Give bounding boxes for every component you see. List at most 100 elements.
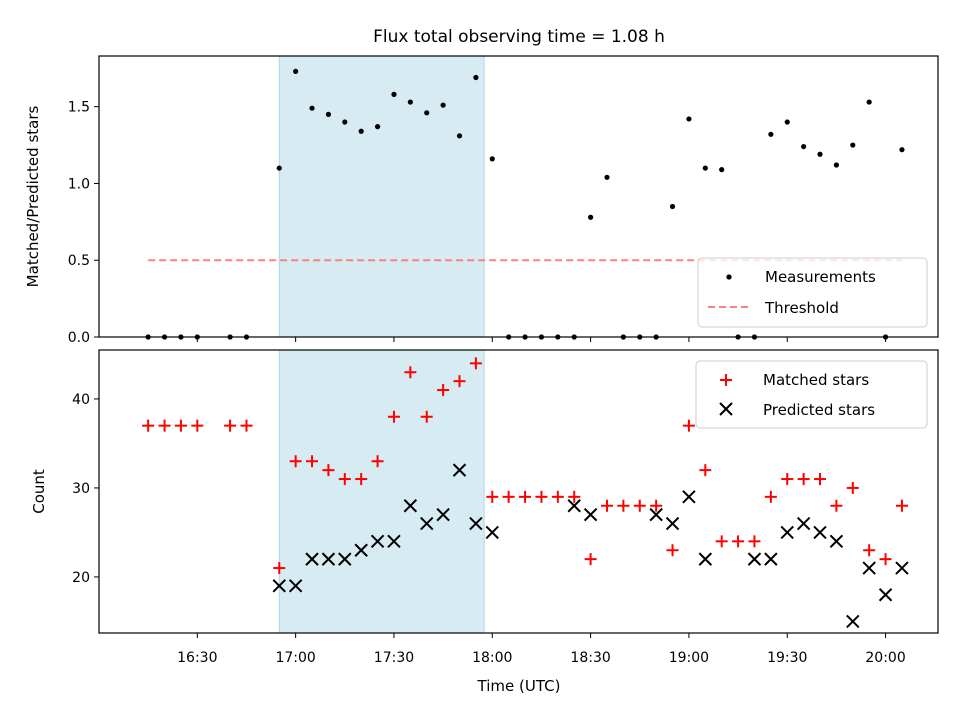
measurement-point bbox=[325, 111, 332, 117]
bottom-y-tick-label: 40 bbox=[72, 392, 90, 408]
matched-point bbox=[699, 464, 712, 477]
measurement-point bbox=[407, 99, 413, 105]
predicted-point bbox=[272, 579, 286, 593]
legend-label-predicted: Predicted stars bbox=[763, 401, 875, 419]
predicted-point bbox=[403, 499, 418, 513]
matched-point bbox=[469, 357, 482, 370]
bottom-legend: Matched stars Predicted stars bbox=[695, 360, 928, 429]
measurement-point bbox=[588, 214, 594, 220]
measurement-point bbox=[669, 203, 676, 210]
matched-point bbox=[486, 490, 499, 503]
bottom-panel: 20 30 40 16:30 17:00 17:30 18:00 18:30 19:00 19:… bbox=[30, 349, 939, 695]
matched-point bbox=[650, 499, 663, 512]
matched-point bbox=[568, 490, 581, 503]
predicted-point bbox=[436, 507, 450, 522]
predicted-point bbox=[895, 561, 909, 575]
matched-point bbox=[830, 499, 843, 512]
x-tick-label: 19:30 bbox=[767, 650, 807, 666]
predicted-point bbox=[420, 516, 434, 531]
matched-point bbox=[240, 419, 253, 432]
matched-point bbox=[797, 473, 810, 486]
measurement-point bbox=[850, 142, 856, 148]
predicted-point bbox=[321, 552, 336, 566]
matched-point bbox=[846, 481, 859, 494]
predicted-point bbox=[452, 463, 467, 477]
x-tick-label: 18:00 bbox=[472, 650, 512, 666]
bottom-axes-frame bbox=[98, 349, 939, 634]
predicted-point bbox=[878, 588, 893, 602]
predicted-point bbox=[305, 552, 319, 566]
predicted-point bbox=[288, 579, 303, 593]
matched-point bbox=[420, 410, 433, 423]
measurement-point bbox=[309, 105, 315, 111]
predicted-point bbox=[829, 534, 844, 549]
matched-point bbox=[633, 499, 646, 512]
matched-point bbox=[732, 535, 745, 548]
predicted-point bbox=[846, 614, 860, 629]
x-tick-label: 16:30 bbox=[177, 650, 217, 666]
top-panel: 0.0 0.5 1.0 1.5 Matched/Predicted stars Mea… bbox=[24, 55, 939, 346]
measurement-point bbox=[702, 165, 708, 171]
top-shaded-interval bbox=[278, 55, 485, 338]
bottom-y-axis-label: Count bbox=[30, 469, 48, 514]
top-legend-box bbox=[697, 257, 928, 328]
measurement-point bbox=[374, 124, 381, 130]
predicted-point bbox=[780, 525, 794, 540]
matched-point bbox=[764, 490, 777, 503]
predicted-point bbox=[764, 552, 778, 566]
matched-point bbox=[191, 419, 204, 432]
matched-point bbox=[289, 455, 302, 468]
matched-point bbox=[387, 410, 400, 423]
matched-point bbox=[666, 544, 679, 557]
measurement-point bbox=[489, 156, 495, 162]
measurement-point bbox=[440, 102, 446, 108]
legend-label-measurements: Measurements bbox=[765, 268, 876, 286]
matched-point bbox=[502, 490, 515, 503]
matched-point bbox=[142, 419, 155, 432]
matched-point bbox=[519, 490, 532, 503]
matched-point bbox=[584, 553, 597, 566]
predicted-point bbox=[583, 507, 598, 522]
x-tick-label: 18:30 bbox=[570, 650, 610, 666]
matched-point bbox=[551, 490, 564, 503]
bottom-y-axis: 20 30 40 bbox=[72, 392, 99, 586]
matched-point bbox=[371, 455, 384, 468]
matched-point bbox=[781, 473, 794, 486]
x-tick-label: 19:00 bbox=[669, 650, 709, 666]
chart-title: Flux total observing time = 1.08 h bbox=[373, 27, 665, 47]
predicted-point bbox=[813, 525, 827, 540]
matched-point bbox=[453, 375, 466, 388]
measurement-point bbox=[686, 116, 692, 122]
measurement-point bbox=[358, 128, 364, 134]
legend-marker-measurements bbox=[726, 274, 732, 280]
measurement-point bbox=[817, 151, 823, 157]
measurement-point bbox=[719, 167, 725, 173]
matched-point bbox=[814, 473, 827, 486]
predicted-point bbox=[567, 499, 581, 513]
top-x-ticks bbox=[196, 337, 887, 342]
legend-marker-predicted bbox=[719, 402, 733, 416]
matched-point bbox=[895, 499, 908, 512]
legend-marker-matched bbox=[720, 374, 732, 386]
predicted-point bbox=[698, 552, 713, 566]
measurement-point bbox=[456, 133, 463, 139]
legend-label-matched: Matched stars bbox=[763, 371, 869, 389]
matched-point bbox=[404, 366, 417, 379]
measurement-point bbox=[784, 119, 790, 125]
measurement-point bbox=[604, 174, 610, 180]
predicted-point bbox=[862, 561, 876, 575]
predicted-point bbox=[338, 552, 352, 566]
matched-point bbox=[715, 535, 728, 548]
matched-point bbox=[224, 419, 237, 432]
matched-point bbox=[338, 473, 351, 486]
matched-point bbox=[535, 490, 548, 503]
measurement-point bbox=[276, 165, 282, 171]
matched-point bbox=[273, 562, 286, 575]
measurement-point bbox=[424, 110, 430, 116]
predicted-point bbox=[796, 516, 811, 531]
matched-point bbox=[355, 473, 368, 486]
predicted-point bbox=[682, 490, 696, 504]
top-y-axis-label: Matched/Predicted stars bbox=[24, 106, 42, 288]
bottom-y-tick-label: 30 bbox=[72, 481, 90, 497]
top-y-axis: 0.0 0.5 1.0 1.5 bbox=[68, 100, 99, 346]
